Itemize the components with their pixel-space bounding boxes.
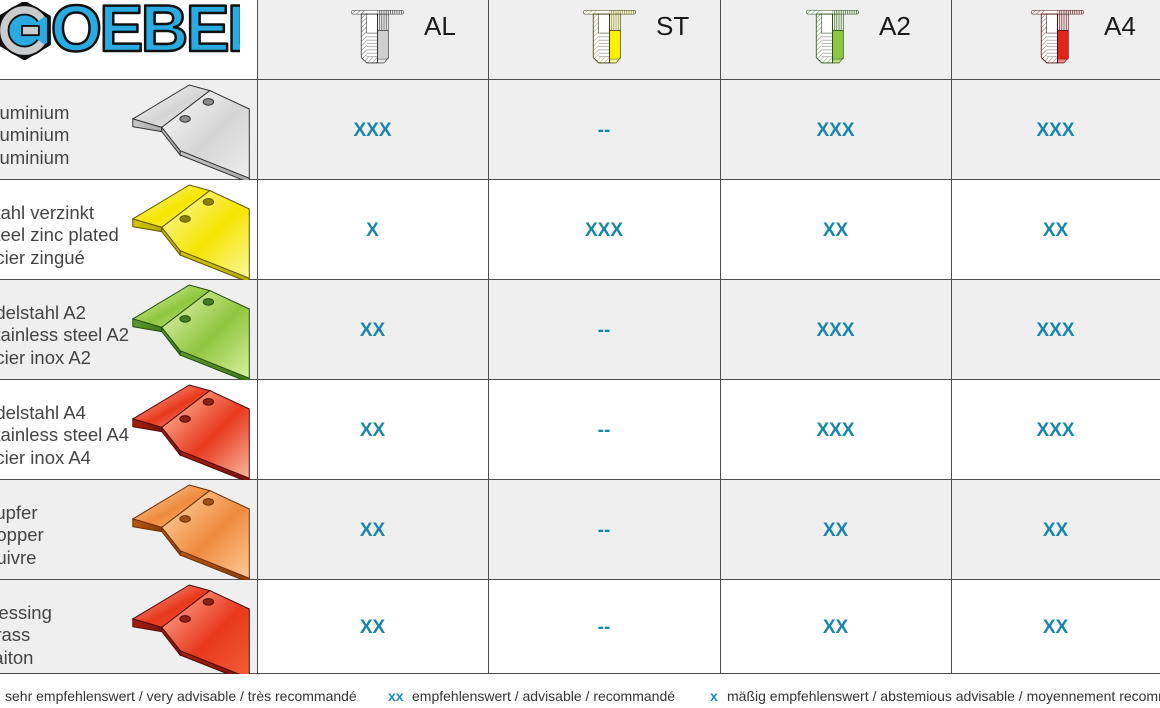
svg-text:OEBEL: OEBEL	[51, 2, 240, 60]
